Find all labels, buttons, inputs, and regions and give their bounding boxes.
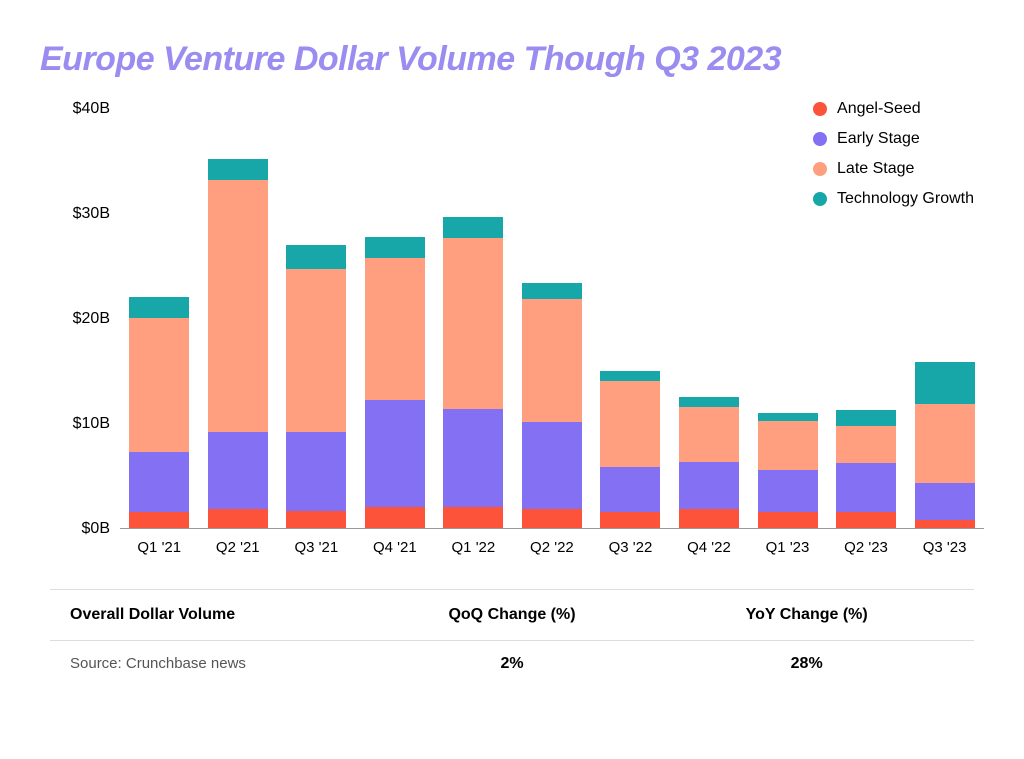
x-tick-label: Q2 '23 xyxy=(836,539,896,556)
footer-header-qoq: QoQ Change (%) xyxy=(365,606,660,624)
bar-segment xyxy=(365,400,425,507)
bar xyxy=(129,297,189,528)
bar xyxy=(522,283,582,528)
bar-segment xyxy=(679,407,739,462)
bar-segment xyxy=(915,483,975,520)
legend-swatch xyxy=(813,132,827,146)
bar-segment xyxy=(129,318,189,452)
legend-label: Early Stage xyxy=(837,130,920,148)
bar-segment xyxy=(286,511,346,528)
bar-segment xyxy=(129,297,189,318)
bar-segment xyxy=(758,413,818,421)
bar xyxy=(365,237,425,528)
bar-segment xyxy=(836,463,896,512)
bar-segment xyxy=(129,452,189,512)
bar-segment xyxy=(208,432,268,509)
source-text: Source: Crunchbase news xyxy=(70,655,365,673)
legend-label: Late Stage xyxy=(837,160,914,178)
x-tick-label: Q4 '22 xyxy=(679,539,739,556)
legend-swatch xyxy=(813,102,827,116)
legend-item: Angel-Seed xyxy=(813,100,974,118)
x-tick-label: Q3 '23 xyxy=(915,539,975,556)
y-tick-label: $10B xyxy=(50,415,110,433)
bar-segment xyxy=(758,512,818,528)
bar-segment xyxy=(522,283,582,299)
bar-segment xyxy=(600,381,660,467)
bar-segment xyxy=(600,371,660,382)
bar-segment xyxy=(836,410,896,426)
x-tick-label: Q2 '22 xyxy=(522,539,582,556)
bar-segment xyxy=(443,507,503,528)
bar xyxy=(915,362,975,528)
legend-item: Technology Growth xyxy=(813,190,974,208)
bar-segment xyxy=(679,509,739,528)
legend-label: Technology Growth xyxy=(837,190,974,208)
bar-segment xyxy=(522,509,582,528)
bar-segment xyxy=(286,245,346,269)
bar-segment xyxy=(365,258,425,400)
bar-segment xyxy=(758,421,818,470)
x-tick-label: Q3 '21 xyxy=(286,539,346,556)
x-tick-label: Q4 '21 xyxy=(365,539,425,556)
bar xyxy=(758,413,818,528)
bar-segment xyxy=(915,404,975,483)
bar-segment xyxy=(443,238,503,409)
bar-segment xyxy=(208,159,268,180)
x-tick-label: Q3 '22 xyxy=(600,539,660,556)
x-axis-labels: Q1 '21 Q2 '21 Q3 '21 Q4 '21 Q1 '22 Q2 '22 Q3 '… xyxy=(120,539,984,556)
bar-segment xyxy=(836,512,896,528)
bar-segment xyxy=(915,520,975,528)
bar-segment xyxy=(679,397,739,408)
bar-segment xyxy=(286,432,346,511)
footer-header-row: Overall Dollar Volume QoQ Change (%) YoY… xyxy=(50,590,974,641)
footer-table: Overall Dollar Volume QoQ Change (%) YoY… xyxy=(50,589,974,673)
bar-segment xyxy=(679,462,739,509)
bar-segment xyxy=(443,217,503,238)
bar xyxy=(208,159,268,528)
legend-label: Angel-Seed xyxy=(837,100,921,118)
legend-item: Early Stage xyxy=(813,130,974,148)
bar-segment xyxy=(365,507,425,528)
bar-segment xyxy=(208,509,268,528)
bar-segment xyxy=(365,237,425,258)
bar-segment xyxy=(522,422,582,509)
bar-segment xyxy=(600,467,660,512)
bar-segment xyxy=(915,362,975,404)
x-tick-label: Q1 '22 xyxy=(443,539,503,556)
bar-segment xyxy=(522,299,582,422)
chart-title: Europe Venture Dollar Volume Though Q3 2… xyxy=(40,40,984,79)
y-tick-label: $30B xyxy=(50,205,110,223)
legend-item: Late Stage xyxy=(813,160,974,178)
qoq-value: 2% xyxy=(365,655,660,673)
y-tick-label: $20B xyxy=(50,310,110,328)
bar-segment xyxy=(836,426,896,463)
y-tick-label: $40B xyxy=(50,100,110,118)
y-axis: $0B$10B$20B$30B$40B xyxy=(50,109,110,529)
bar xyxy=(679,397,739,528)
x-tick-label: Q1 '21 xyxy=(129,539,189,556)
bar-segment xyxy=(758,470,818,512)
footer-header-overall: Overall Dollar Volume xyxy=(70,606,365,624)
bar-segment xyxy=(600,512,660,528)
footer-value-row: Source: Crunchbase news 2% 28% xyxy=(50,641,974,673)
bar xyxy=(286,245,346,528)
bar-segment xyxy=(129,512,189,528)
bar-segment xyxy=(208,180,268,432)
legend-swatch xyxy=(813,192,827,206)
bar xyxy=(443,217,503,528)
bar xyxy=(836,410,896,528)
x-tick-label: Q1 '23 xyxy=(758,539,818,556)
footer-header-yoy: YoY Change (%) xyxy=(659,606,954,624)
y-tick-label: $0B xyxy=(50,520,110,538)
bar-segment xyxy=(443,409,503,507)
legend-swatch xyxy=(813,162,827,176)
bar-segment xyxy=(286,269,346,433)
x-tick-label: Q2 '21 xyxy=(208,539,268,556)
legend: Angel-Seed Early Stage Late Stage Technolog… xyxy=(813,100,974,208)
bar xyxy=(600,371,660,528)
yoy-value: 28% xyxy=(659,655,954,673)
